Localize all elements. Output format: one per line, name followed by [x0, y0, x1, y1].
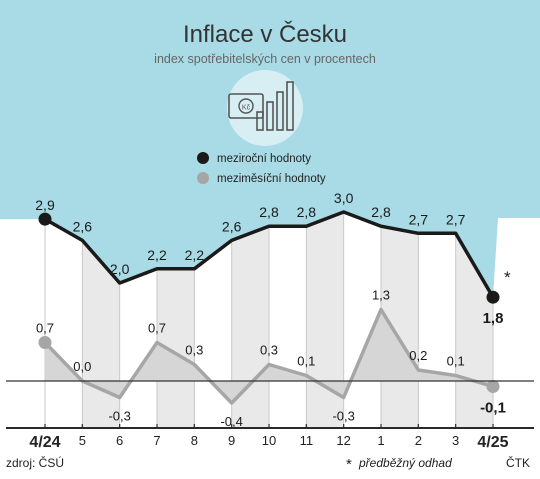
- price-index-icon: Kč: [227, 70, 303, 146]
- yoy-value-label: 2,2: [147, 247, 167, 263]
- legend-marker-yoy: [197, 152, 209, 164]
- mom-value-label: 0,3: [185, 343, 203, 358]
- mom-value-label: 0,1: [297, 354, 315, 369]
- month-stripe: [306, 212, 344, 428]
- x-tick-label: 5: [79, 433, 86, 448]
- legend-label-yoy: meziroční hodnoty: [217, 153, 311, 165]
- mom-value-label: 0,7: [36, 321, 54, 336]
- yoy-value-label: 2,7: [409, 211, 429, 227]
- x-tick-label: 9: [228, 433, 235, 448]
- legend-label-mom: meziměsíční hodnoty: [217, 173, 326, 185]
- chart-title: Inflace v Česku: [183, 20, 347, 48]
- mom-value-label: 1,3: [372, 288, 390, 303]
- yoy-value-label: 2,0: [110, 261, 130, 277]
- note-asterisk: *: [346, 456, 352, 473]
- mom-value-label: 0,2: [409, 348, 427, 363]
- header-background: [0, 0, 540, 298]
- yoy-point: [486, 290, 500, 304]
- credit-label: ČTK: [506, 455, 530, 470]
- mom-value-label: -0,3: [332, 409, 354, 424]
- x-tick-label: 7: [153, 433, 160, 448]
- preliminary-asterisk: *: [504, 268, 511, 287]
- month-stripe: [157, 268, 195, 428]
- mom-point: [486, 380, 500, 393]
- x-tick-label: 4/24: [29, 434, 60, 451]
- yoy-value-label: 3,0: [334, 190, 354, 206]
- legend-marker-mom: [197, 172, 209, 184]
- note-label: předběžný odhad: [358, 456, 452, 470]
- yoy-value-label: 1,8: [483, 310, 504, 327]
- x-tick-label: 10: [262, 433, 276, 448]
- x-tick-label: 8: [191, 433, 198, 448]
- mom-value-label: -0,4: [220, 414, 242, 429]
- svg-text:Kč: Kč: [242, 105, 251, 112]
- yoy-value-label: 2,6: [73, 218, 93, 234]
- yoy-value-label: 2,8: [259, 204, 279, 220]
- yoy-value-label: 2,8: [371, 204, 391, 220]
- mom-value-label: 0,7: [148, 321, 166, 336]
- x-tick-label: 4/25: [477, 434, 508, 451]
- yoy-value-label: 2,9: [35, 197, 55, 213]
- yoy-value-label: 2,2: [185, 247, 205, 263]
- mom-value-label: 0,3: [260, 343, 278, 358]
- mom-value-label: 0,1: [447, 354, 465, 369]
- yoy-value-label: 2,8: [297, 204, 317, 220]
- mom-area: [45, 309, 493, 403]
- x-tick-label: 12: [336, 433, 350, 448]
- x-tick-label: 11: [300, 433, 314, 448]
- x-tick-label: 1: [377, 433, 384, 448]
- mom-value-label: -0,3: [108, 409, 130, 424]
- yoy-value-label: 2,7: [446, 211, 466, 227]
- mom-value-label: -0,1: [480, 400, 506, 417]
- mom-value-label: 0,0: [73, 359, 91, 374]
- chart-subtitle: index spotřebitelských cen v procentech: [154, 52, 376, 66]
- yoy-point: [38, 212, 52, 226]
- x-tick-label: 6: [116, 433, 123, 448]
- mom-line: [43, 307, 494, 405]
- mom-point: [38, 336, 52, 349]
- legend: meziroční hodnoty meziměsíční hodnoty: [197, 152, 326, 185]
- yoy-line: [44, 210, 495, 299]
- x-tick-label: 3: [452, 433, 459, 448]
- yoy-value-label: 2,6: [222, 218, 242, 234]
- source-label: zdroj: ČSÚ: [6, 455, 64, 470]
- x-tick-label: 2: [415, 433, 422, 448]
